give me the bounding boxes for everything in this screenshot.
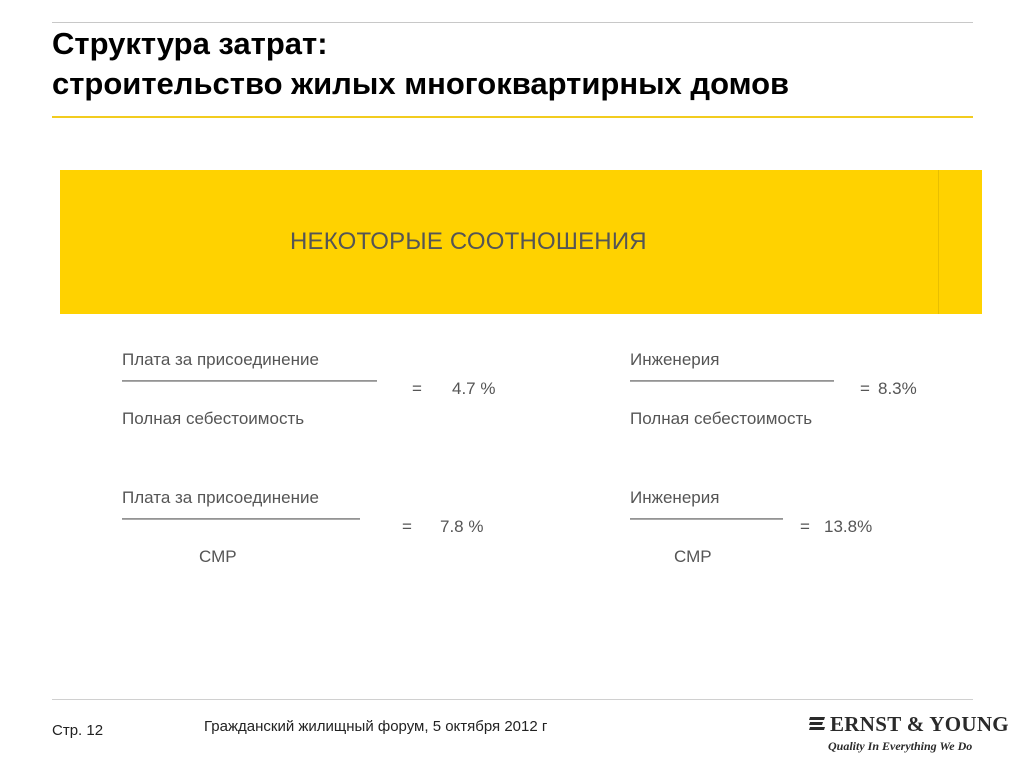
title-line-2: строительство жилых многоквартирных домо… — [52, 66, 790, 101]
ratio-value: 8.3% — [878, 379, 917, 398]
logo-wordmark: ERNST & YOUNG — [830, 712, 1009, 736]
ratio-denominator: СМР — [199, 547, 237, 566]
banner-heading: НЕКОТОРЫЕ СООТНОШЕНИЯ — [290, 228, 647, 255]
title-underline — [52, 116, 973, 118]
logo-tagline: Quality In Everything We Do — [828, 739, 973, 753]
ratio-numerator: Инженерия — [630, 488, 720, 507]
page-number: Стр. 12 — [52, 722, 104, 739]
equals-sign: = — [412, 379, 422, 398]
fraction-line: —————————————— — [122, 508, 360, 527]
ernst-young-logo: ERNST & YOUNG Quality In Everything We D… — [808, 712, 1009, 757]
ratio-engineering-total: Инженерия ———————————— = 8.3% Полная себ… — [630, 350, 970, 440]
fraction-line: ————————— — [630, 508, 783, 527]
section-banner: НЕКОТОРЫЕ СООТНОШЕНИЯ — [60, 170, 982, 314]
top-divider — [52, 22, 973, 23]
fraction-line: ——————————————— — [122, 370, 377, 389]
equals-sign: = — [800, 517, 810, 536]
equals-sign: = — [860, 379, 870, 398]
ey-logo-icon — [809, 717, 825, 730]
ratio-connection-total: Плата за присоединение ——————————————— =… — [122, 350, 522, 440]
ratio-numerator: Инженерия — [630, 350, 720, 369]
ratio-denominator: СМР — [674, 547, 712, 566]
fraction-line: ———————————— — [630, 370, 834, 389]
ratio-connection-smr: Плата за присоединение —————————————— = … — [122, 488, 522, 578]
ratio-numerator: Плата за присоединение — [122, 488, 319, 507]
ratio-denominator: Полная себестоимость — [122, 409, 305, 428]
ratio-value: 4.7 % — [452, 379, 496, 398]
title-line-1: Структура затрат: — [52, 26, 328, 61]
footer-divider — [52, 699, 973, 700]
ratio-value: 13.8% — [824, 517, 873, 536]
ratio-value: 7.8 % — [440, 517, 484, 536]
ratio-numerator: Плата за присоединение — [122, 350, 319, 369]
footer-event: Гражданский жилищный форум, 5 октября 20… — [204, 718, 548, 735]
banner-edge — [938, 170, 939, 314]
ratio-engineering-smr: Инженерия ————————— = 13.8% СМР — [630, 488, 970, 578]
equals-sign: = — [402, 517, 412, 536]
slide-title: Структура затрат: строительство жилых мн… — [52, 24, 972, 104]
ratio-denominator: Полная себестоимость — [630, 409, 813, 428]
